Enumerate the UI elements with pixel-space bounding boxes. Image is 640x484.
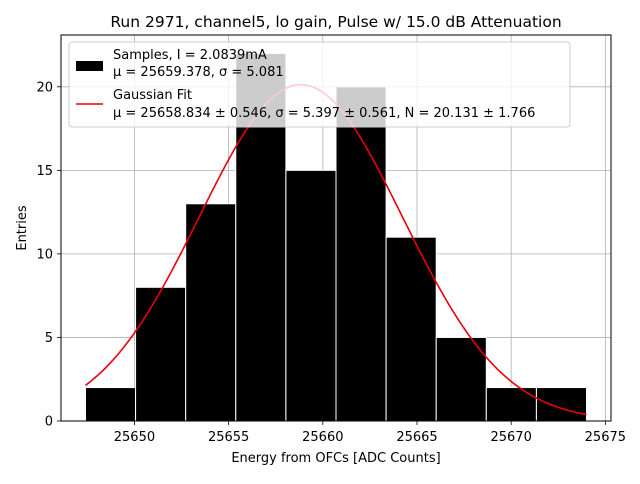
legend-box	[68, 41, 571, 128]
y-axis-label: Entries	[15, 205, 30, 251]
y-axis-ticks: 0 5 10 15 20	[36, 80, 61, 430]
x-tick-label: 25650	[114, 430, 155, 445]
histogram-bar-6	[335, 86, 387, 422]
chart-title: Run 2971, channel5, lo gain, Pulse w/ 15…	[110, 13, 561, 31]
y-tick-label: 10	[36, 247, 53, 262]
histogram-bar-3	[185, 203, 237, 422]
y-tick-label: 15	[36, 164, 53, 179]
histogram-bar-7	[385, 236, 437, 422]
legend-samples-stats: μ = 25659.378, σ = 5.081	[113, 65, 284, 80]
x-tick-label: 25670	[490, 430, 531, 445]
x-tick-label: 25665	[396, 430, 437, 445]
histogram-bar-2	[135, 286, 187, 422]
histogram-bar-10	[535, 387, 588, 422]
x-axis-ticks: 25650 25655 25660 25665 25670 25675	[114, 421, 626, 445]
legend: Samples, I = 2.0839mA μ = 25659.378, σ =…	[68, 41, 571, 128]
histogram-bar-1	[84, 387, 137, 422]
histogram-bar-9	[485, 387, 537, 422]
legend-samples-label: Samples, I = 2.0839mA	[113, 48, 267, 63]
x-tick-label: 25660	[302, 430, 343, 445]
x-axis-label: Energy from OFCs [ADC Counts]	[231, 451, 440, 466]
legend-fit-label: Gaussian Fit	[113, 88, 192, 103]
x-tick-label: 25675	[585, 430, 626, 445]
y-tick-label: 20	[36, 80, 53, 95]
y-tick-label: 0	[45, 415, 53, 430]
plot-frame	[60, 34, 612, 422]
histogram-bar-8	[435, 336, 487, 422]
legend-samples-swatch	[76, 61, 103, 71]
legend-fit-stats: μ = 25658.834 ± 0.546, σ = 5.397 ± 0.561…	[113, 106, 535, 121]
x-tick-label: 25655	[208, 430, 249, 445]
histogram-bar-5	[285, 169, 337, 422]
y-tick-label: 5	[45, 331, 53, 346]
